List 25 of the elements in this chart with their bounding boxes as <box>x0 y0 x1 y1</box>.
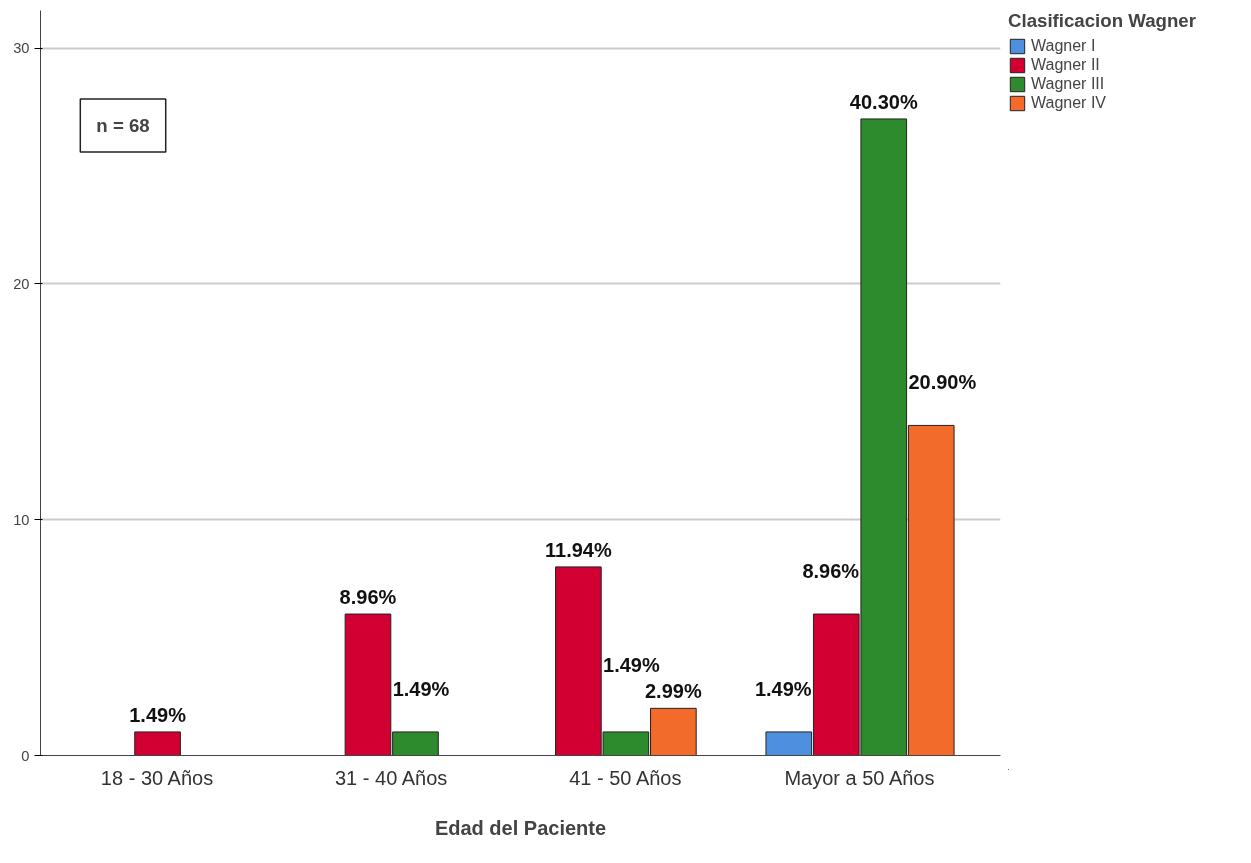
annotation: 1.49% <box>603 654 660 677</box>
x-tick-label: 31 - 40 Años <box>335 766 448 789</box>
x-tick-label: 18 - 30 Años <box>100 766 214 789</box>
x-tick-label: 41 - 50 Años <box>569 766 682 789</box>
y-tick-label: 0 <box>21 747 30 764</box>
annotation: 2.99% <box>645 680 702 703</box>
legend-label: Wagner IV <box>1031 94 1106 112</box>
x-tick-label: Mayor a 50 Años <box>784 766 935 789</box>
annotation: 40.30% <box>849 90 918 113</box>
annotation: 8.96% <box>339 586 397 609</box>
y-tick-label: 30 <box>13 40 30 57</box>
annotation: n = 68 <box>96 114 150 136</box>
annotation: 1.49% <box>754 677 812 700</box>
annotation: 1.49% <box>129 703 187 726</box>
legend-label: Wagner III <box>1031 75 1105 93</box>
x-axis-title: Edad del Paciente <box>434 816 607 839</box>
annotation: 8.96% <box>802 560 860 583</box>
y-tick-label: 10 <box>13 511 30 528</box>
annotation: 1.49% <box>392 677 450 700</box>
legend-label: Wagner I <box>1031 37 1096 55</box>
annotation: 20.90% <box>908 371 977 394</box>
legend-title: Clasificacion Wagner <box>1008 10 1196 32</box>
y-tick-label: 20 <box>13 275 30 292</box>
annotation: 11.94% <box>545 538 612 561</box>
legend-label: Wagner II <box>1031 56 1100 74</box>
